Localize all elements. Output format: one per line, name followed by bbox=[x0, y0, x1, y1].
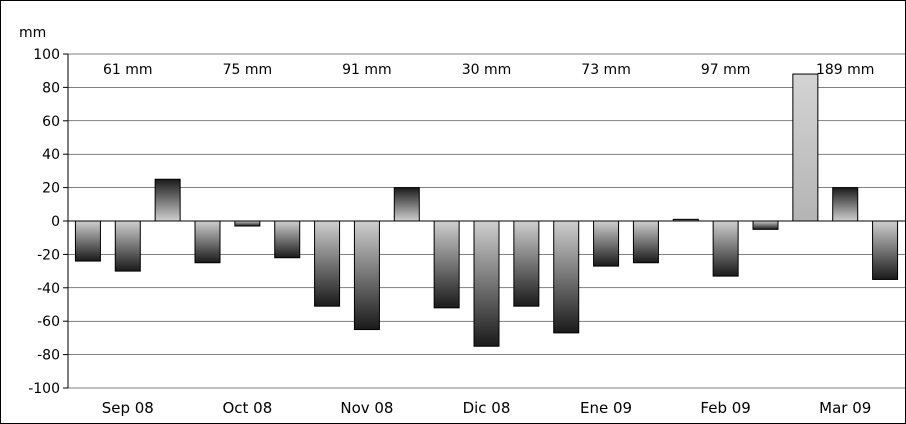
month-total-label: 61 mm bbox=[103, 62, 153, 78]
y-tick-label: 0 bbox=[51, 214, 60, 230]
bar bbox=[353, 220, 380, 331]
y-tick-label: -40 bbox=[37, 281, 60, 297]
bar bbox=[872, 220, 899, 280]
bar bbox=[274, 220, 301, 259]
y-tick-label: 60 bbox=[42, 114, 60, 130]
x-axis-month-label: Sep 08 bbox=[102, 399, 154, 417]
bar bbox=[433, 220, 460, 309]
x-axis-month-label: Ene 09 bbox=[580, 399, 632, 417]
month-total-label: 73 mm bbox=[581, 62, 631, 78]
bar bbox=[712, 220, 739, 277]
month-total-label: 30 mm bbox=[462, 62, 512, 78]
y-axis-unit-label: mm bbox=[19, 25, 46, 41]
y-tick-label: 80 bbox=[42, 80, 60, 96]
y-tick-label: 40 bbox=[42, 147, 60, 163]
bar bbox=[593, 220, 620, 267]
month-total-label: 75 mm bbox=[223, 62, 273, 78]
bar bbox=[314, 220, 341, 307]
x-axis-month-label: Dic 08 bbox=[463, 399, 511, 417]
month-total-label: 189 mm bbox=[816, 62, 874, 78]
bar bbox=[672, 218, 699, 222]
bar bbox=[553, 220, 580, 334]
x-axis-month-label: Mar 09 bbox=[819, 399, 871, 417]
bar bbox=[154, 178, 181, 222]
bar bbox=[752, 220, 779, 230]
bar bbox=[114, 220, 141, 272]
bar bbox=[473, 220, 500, 347]
y-tick-label: 100 bbox=[33, 47, 60, 63]
y-tick-label: 20 bbox=[42, 181, 60, 197]
bar bbox=[74, 220, 101, 262]
bar bbox=[393, 187, 420, 222]
bar bbox=[632, 220, 659, 264]
bar bbox=[832, 187, 859, 222]
y-tick-label: -80 bbox=[37, 348, 60, 364]
bar bbox=[234, 220, 261, 227]
x-axis-month-label: Nov 08 bbox=[340, 399, 393, 417]
y-tick-label: -20 bbox=[37, 247, 60, 263]
month-total-label: 91 mm bbox=[342, 62, 392, 78]
x-axis-month-label: Feb 09 bbox=[700, 399, 750, 417]
bar bbox=[792, 73, 819, 222]
y-tick-label: -60 bbox=[37, 314, 60, 330]
month-total-label: 97 mm bbox=[701, 62, 751, 78]
y-tick-label: -100 bbox=[28, 381, 60, 397]
x-axis-month-label: Oct 08 bbox=[222, 399, 272, 417]
bar bbox=[513, 220, 540, 307]
bar bbox=[194, 220, 221, 264]
